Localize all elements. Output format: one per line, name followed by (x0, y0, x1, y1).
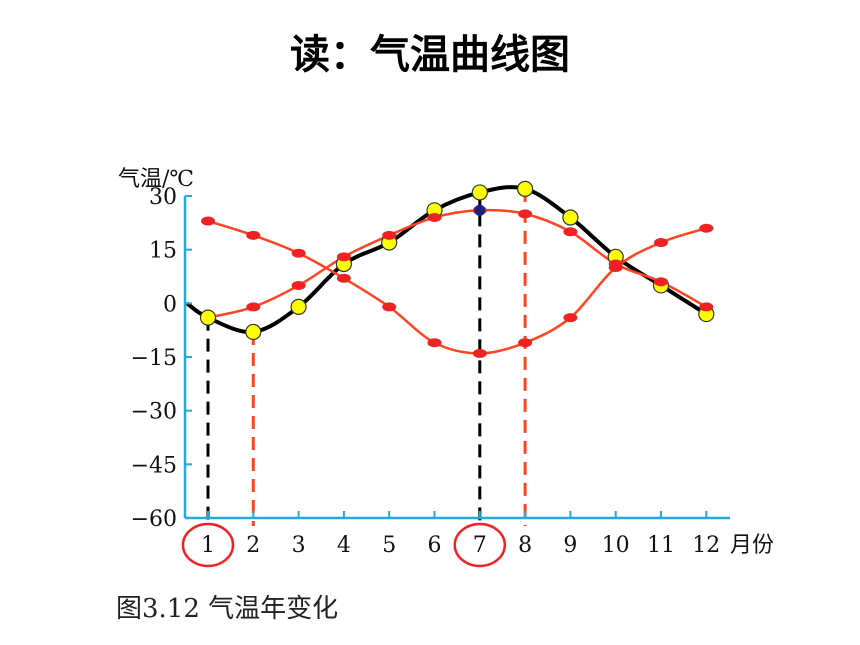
series-3-point (291, 248, 306, 258)
series-2-point (382, 230, 397, 240)
series-2-line (207, 208, 707, 319)
series-2-point (336, 252, 351, 262)
y-tick-label: 15 (149, 239, 177, 264)
y-tick-label: −45 (131, 453, 177, 478)
month-highlight-circle (453, 522, 507, 568)
x-tick-label: 5 (382, 533, 396, 558)
series-2-point (291, 280, 306, 290)
y-tick-label: −15 (131, 346, 177, 371)
series-2-point (699, 302, 714, 312)
x-tick-label: 11 (647, 533, 675, 558)
x-tick-label: 10 (602, 533, 630, 558)
series-3-point (246, 230, 261, 240)
x-tick-label: 7 (473, 533, 487, 558)
series-1-point (471, 184, 488, 201)
series-1-point (245, 323, 262, 341)
series-3-point (201, 216, 215, 226)
series-3-point (608, 263, 623, 273)
y-tick-label: −30 (131, 400, 177, 425)
x-tick-label: 8 (518, 533, 532, 558)
series-3-point (699, 223, 714, 233)
series-3-point (382, 302, 397, 312)
series-2-point (246, 302, 261, 312)
y-tick-label: 0 (163, 292, 177, 317)
x-tick-label: 2 (246, 533, 260, 558)
series-1-point (562, 209, 579, 226)
series-3-point (472, 348, 487, 358)
x-tick-label: 6 (428, 533, 442, 558)
x-tick-label: 9 (563, 533, 577, 558)
month-highlight-circle (181, 522, 235, 568)
series-1-point (199, 309, 217, 326)
peak-marker (474, 204, 486, 216)
series-3-point (518, 338, 533, 348)
series-3-line (207, 219, 707, 355)
series-2-point (563, 227, 578, 237)
x-tick-label: 1 (201, 533, 215, 558)
x-tick-label: 12 (692, 533, 720, 558)
series-2-point (654, 277, 668, 287)
x-tick-label: 3 (292, 533, 306, 558)
series-1-point (290, 298, 307, 316)
y-axis-title: 气温/℃ (118, 167, 194, 192)
series-2-point (427, 212, 442, 222)
slide-title: 读：气温曲线图 (290, 32, 570, 78)
x-tick-label: 4 (337, 533, 351, 558)
series-3-point (336, 273, 351, 283)
series-3-point (563, 313, 578, 323)
series-3-point (427, 338, 442, 348)
y-tick-label: 30 (149, 185, 177, 210)
series-3-point (654, 238, 668, 248)
x-axis-title: 月份 (730, 533, 774, 558)
figure-caption: 图3.12 气温年变化 (116, 594, 339, 624)
series-2-point (518, 209, 533, 219)
series-1-point (516, 180, 534, 197)
y-tick-label: −60 (131, 507, 177, 532)
